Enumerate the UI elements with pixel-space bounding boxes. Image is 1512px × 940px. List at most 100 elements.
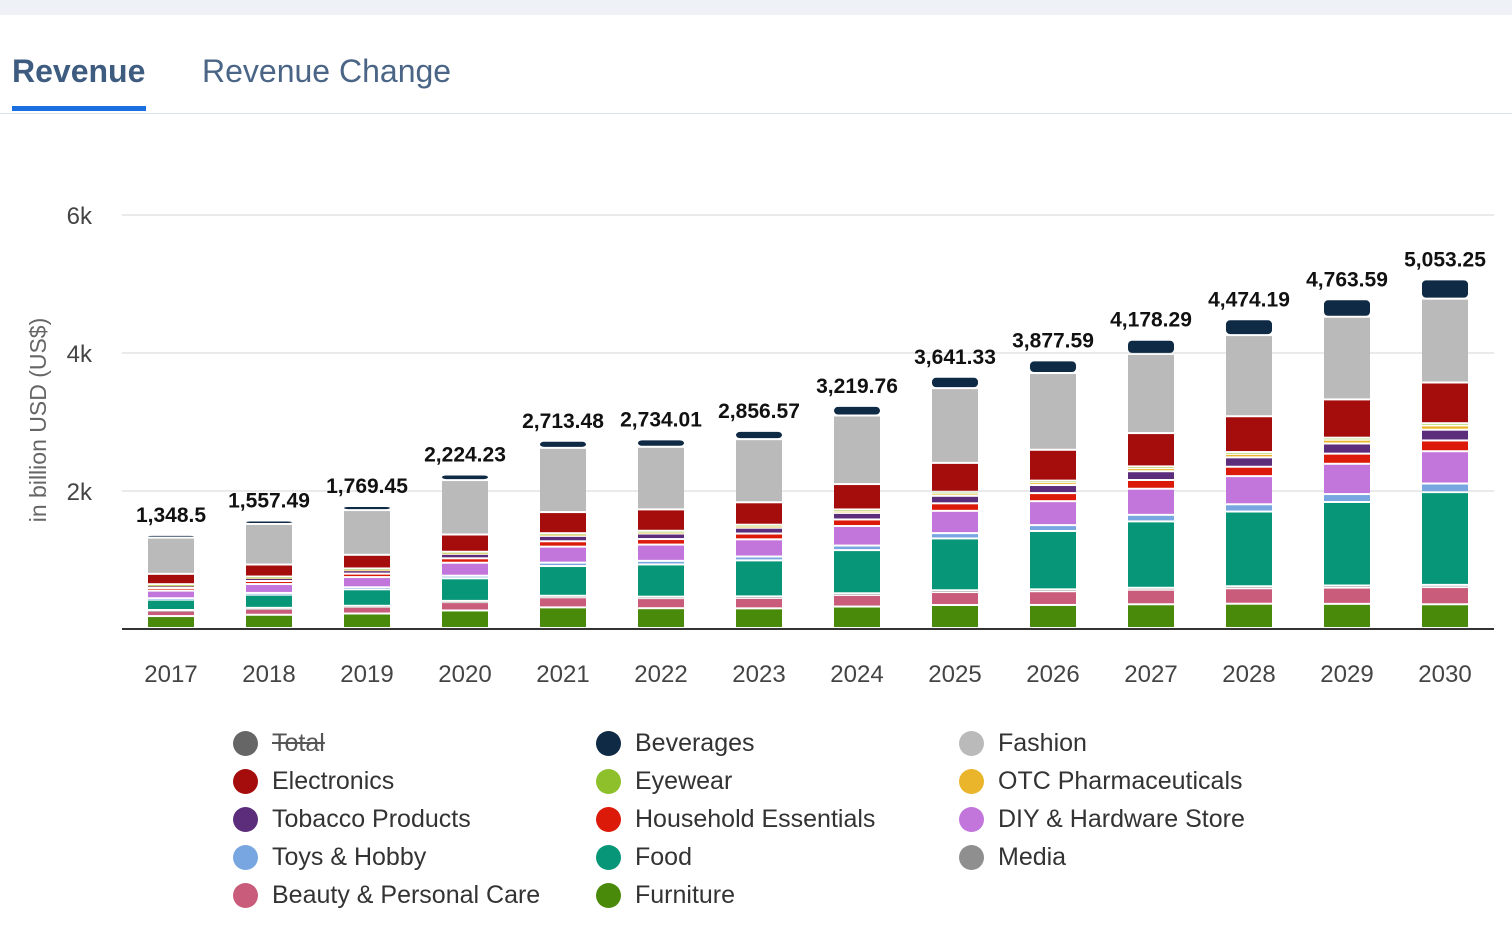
bar-segment[interactable] [540, 567, 586, 595]
bar-segment[interactable] [1226, 589, 1272, 603]
bar-segment[interactable] [1422, 430, 1468, 440]
bar-segment[interactable] [1226, 417, 1272, 452]
bar-segment[interactable] [932, 534, 978, 538]
bar-segment[interactable] [1226, 467, 1272, 476]
legend-item[interactable]: Electronics [233, 766, 583, 796]
bar-segment[interactable] [1030, 592, 1076, 604]
bar-segment[interactable] [834, 527, 880, 545]
bar-segment[interactable] [736, 431, 782, 439]
bar-segment[interactable] [1128, 522, 1174, 587]
bar-segment[interactable] [736, 440, 782, 502]
bar-segment[interactable] [1128, 588, 1174, 590]
bar-segment[interactable] [638, 531, 684, 533]
bar-segment[interactable] [834, 595, 880, 606]
bar-segment[interactable] [442, 552, 488, 554]
bar-segment[interactable] [344, 607, 390, 613]
bar-segment[interactable] [1422, 452, 1468, 483]
legend-item[interactable]: Eyewear [596, 766, 946, 796]
bar-segment[interactable] [148, 538, 194, 573]
bar-segment[interactable] [1030, 486, 1076, 493]
bar-segment[interactable] [638, 609, 684, 627]
bar-segment[interactable] [148, 585, 194, 586]
bar-segment[interactable] [1030, 531, 1076, 589]
bar-segment[interactable] [932, 492, 978, 494]
bar-segment[interactable] [638, 534, 684, 539]
bar-segment[interactable] [344, 570, 390, 571]
bar-segment[interactable] [540, 535, 586, 536]
bar-segment[interactable] [1324, 400, 1370, 437]
bar-segment[interactable] [736, 534, 782, 539]
bar-segment[interactable] [1030, 605, 1076, 627]
bar-segment[interactable] [540, 448, 586, 512]
bar-segment[interactable] [932, 463, 978, 491]
bar-segment[interactable] [932, 389, 978, 462]
bar-segment[interactable] [1030, 361, 1076, 373]
bar-segment[interactable] [344, 569, 390, 570]
bar-segment[interactable] [442, 611, 488, 627]
legend-item[interactable]: Household Essentials [596, 804, 946, 834]
bar-segment[interactable] [834, 416, 880, 484]
bar-segment[interactable] [442, 601, 488, 603]
tab-revenue[interactable]: Revenue [12, 53, 146, 89]
bar-segment[interactable] [1324, 438, 1370, 440]
bar-segment[interactable] [1128, 590, 1174, 604]
bar-segment[interactable] [736, 503, 782, 524]
bar-segment[interactable] [1324, 495, 1370, 502]
bar-segment[interactable] [834, 607, 880, 627]
bar-segment[interactable] [736, 540, 782, 556]
bar-segment[interactable] [246, 593, 292, 595]
legend-item[interactable]: Beauty & Personal Care [233, 880, 583, 910]
bar-segment[interactable] [246, 615, 292, 627]
bar-segment[interactable] [344, 506, 390, 510]
bar-segment[interactable] [442, 475, 488, 480]
bar-segment[interactable] [1226, 336, 1272, 416]
bar-segment[interactable] [1128, 605, 1174, 627]
bar-segment[interactable] [148, 585, 194, 587]
bar-segment[interactable] [1324, 444, 1370, 453]
bar-segment[interactable] [736, 561, 782, 596]
bar-segment[interactable] [246, 565, 292, 576]
bar-segment[interactable] [1422, 383, 1468, 423]
bar-segment[interactable] [442, 563, 488, 575]
bar-segment[interactable] [1422, 426, 1468, 429]
bar-segment[interactable] [1324, 503, 1370, 585]
bar-segment[interactable] [834, 551, 880, 593]
bar-segment[interactable] [540, 596, 586, 598]
bar-segment[interactable] [834, 510, 880, 511]
bar-segment[interactable] [1324, 604, 1370, 627]
bar-segment[interactable] [344, 511, 390, 554]
bar-segment[interactable] [932, 377, 978, 388]
bar-segment[interactable] [638, 440, 684, 446]
bar-segment[interactable] [932, 591, 978, 592]
bar-segment[interactable] [148, 600, 194, 609]
legend-item[interactable]: Furniture [596, 880, 946, 910]
bar-segment[interactable] [344, 578, 390, 587]
bar-segment[interactable] [442, 481, 488, 534]
bar-segment[interactable] [246, 585, 292, 592]
legend-item[interactable]: Tobacco Products [233, 804, 583, 834]
bar-segment[interactable] [932, 593, 978, 605]
bar-segment[interactable] [638, 597, 684, 599]
bar-segment[interactable] [246, 578, 292, 579]
legend-item[interactable]: Fashion [959, 728, 1309, 758]
bar-segment[interactable] [932, 504, 978, 510]
bar-segment[interactable] [1030, 483, 1076, 485]
bar-segment[interactable] [540, 563, 586, 566]
bar-segment[interactable] [1128, 340, 1174, 353]
bar-segment[interactable] [148, 599, 194, 600]
bar-segment[interactable] [1324, 317, 1370, 399]
bar-segment[interactable] [148, 588, 194, 590]
bar-segment[interactable] [1324, 588, 1370, 603]
bar-segment[interactable] [540, 536, 586, 541]
bar-segment[interactable] [442, 554, 488, 558]
bar-segment[interactable] [442, 559, 488, 562]
bar-segment[interactable] [1422, 280, 1468, 298]
bar-segment[interactable] [1128, 480, 1174, 488]
bar-segment[interactable] [540, 598, 586, 607]
bar-segment[interactable] [442, 576, 488, 578]
bar-segment[interactable] [1226, 477, 1272, 504]
bar-segment[interactable] [148, 617, 194, 627]
bar-segment[interactable] [1226, 512, 1272, 586]
tab-revenue-change[interactable]: Revenue Change [202, 53, 452, 89]
bar-segment[interactable] [540, 441, 586, 447]
